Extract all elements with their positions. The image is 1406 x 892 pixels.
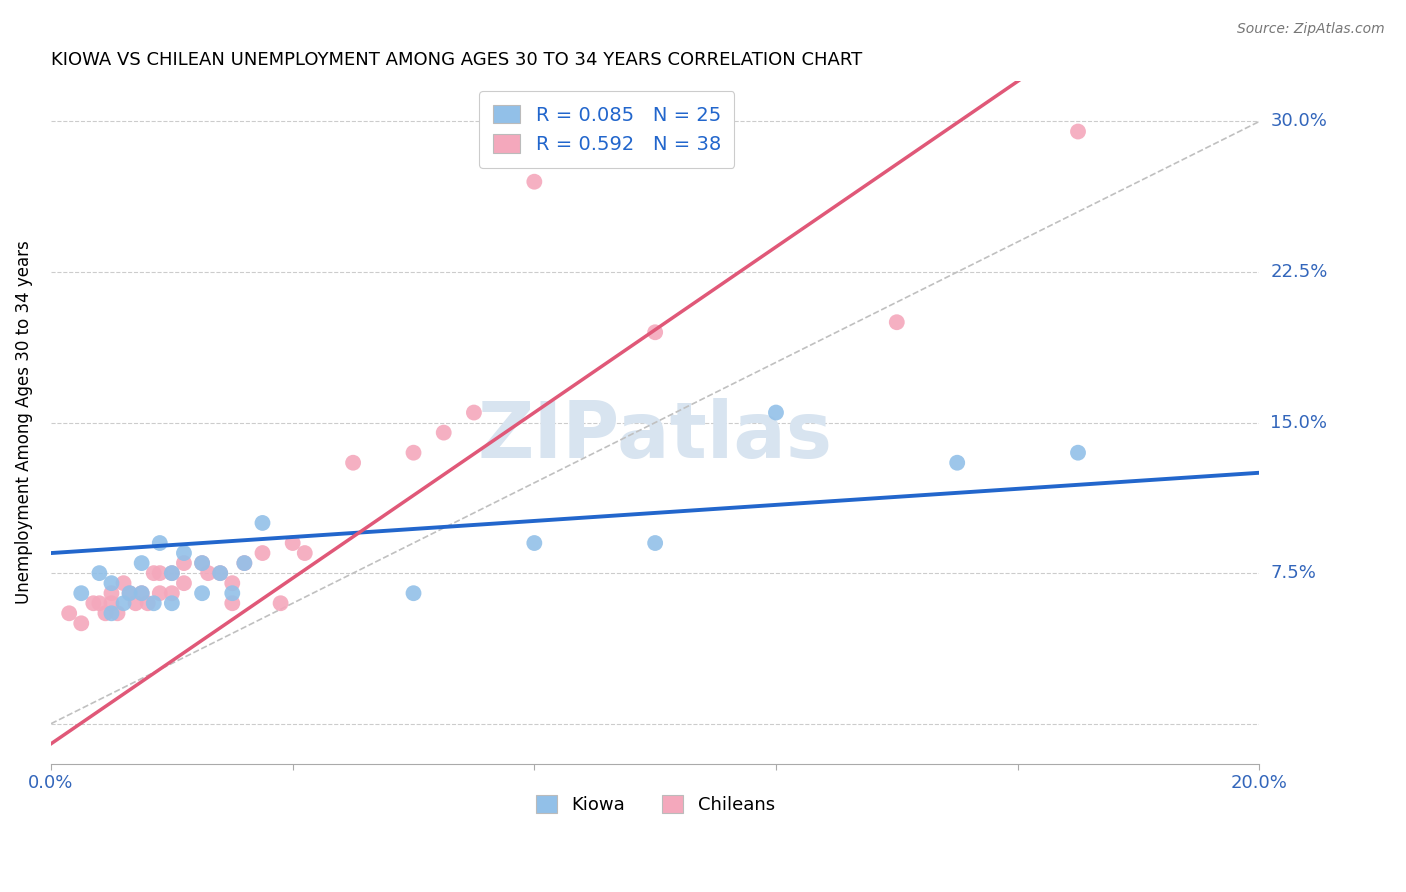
Point [89, 596, 111, 610]
Point [149, 566, 172, 581]
Point [89, 566, 111, 581]
Point [173, 546, 195, 560]
Point [252, 546, 274, 560]
Point [946, 456, 969, 470]
Point [173, 576, 195, 591]
Point [82, 596, 104, 610]
Point [160, 566, 183, 581]
Point [252, 516, 274, 530]
Point [221, 596, 243, 610]
Point [463, 405, 485, 419]
Point [131, 586, 153, 600]
Point [100, 607, 122, 621]
Point [124, 596, 146, 610]
Point [1067, 124, 1090, 138]
Point [221, 586, 243, 600]
Point [523, 536, 546, 550]
Point [191, 586, 214, 600]
Point [342, 456, 364, 470]
Point [221, 576, 243, 591]
Point [160, 566, 183, 581]
Point [191, 556, 214, 570]
Point [644, 325, 666, 339]
Point [402, 586, 425, 600]
Point [100, 596, 122, 610]
Legend: Kiowa, Chileans: Kiowa, Chileans [526, 786, 783, 823]
Text: 15.0%: 15.0% [1271, 414, 1327, 432]
Point [94, 607, 117, 621]
Point [149, 586, 172, 600]
Point [191, 556, 214, 570]
Point [765, 405, 787, 419]
Point [131, 586, 153, 600]
Point [142, 596, 165, 610]
Point [70, 616, 93, 631]
Point [160, 586, 183, 600]
Point [131, 556, 153, 570]
Text: Source: ZipAtlas.com: Source: ZipAtlas.com [1237, 22, 1385, 37]
Point [107, 607, 129, 621]
Point [118, 586, 141, 600]
Point [160, 596, 183, 610]
Y-axis label: Unemployment Among Ages 30 to 34 years: Unemployment Among Ages 30 to 34 years [15, 241, 32, 605]
Point [149, 536, 172, 550]
Text: 22.5%: 22.5% [1271, 263, 1327, 281]
Point [136, 596, 159, 610]
Point [112, 596, 135, 610]
Point [644, 536, 666, 550]
Point [886, 315, 908, 329]
Point [270, 596, 292, 610]
Point [402, 446, 425, 460]
Text: 7.5%: 7.5% [1271, 564, 1316, 582]
Point [100, 576, 122, 591]
Point [173, 556, 195, 570]
Point [70, 586, 93, 600]
Text: KIOWA VS CHILEAN UNEMPLOYMENT AMONG AGES 30 TO 34 YEARS CORRELATION CHART: KIOWA VS CHILEAN UNEMPLOYMENT AMONG AGES… [51, 51, 862, 69]
Point [197, 566, 219, 581]
Point [112, 576, 135, 591]
Point [233, 556, 256, 570]
Point [209, 566, 232, 581]
Point [142, 566, 165, 581]
Point [209, 566, 232, 581]
Point [523, 175, 546, 189]
Point [118, 586, 141, 600]
Point [294, 546, 316, 560]
Point [281, 536, 304, 550]
Point [233, 556, 256, 570]
Text: 30.0%: 30.0% [1271, 112, 1327, 130]
Point [100, 586, 122, 600]
Point [433, 425, 456, 440]
Point [1067, 446, 1090, 460]
Point [58, 607, 80, 621]
Text: ZIPatlas: ZIPatlas [478, 398, 832, 475]
